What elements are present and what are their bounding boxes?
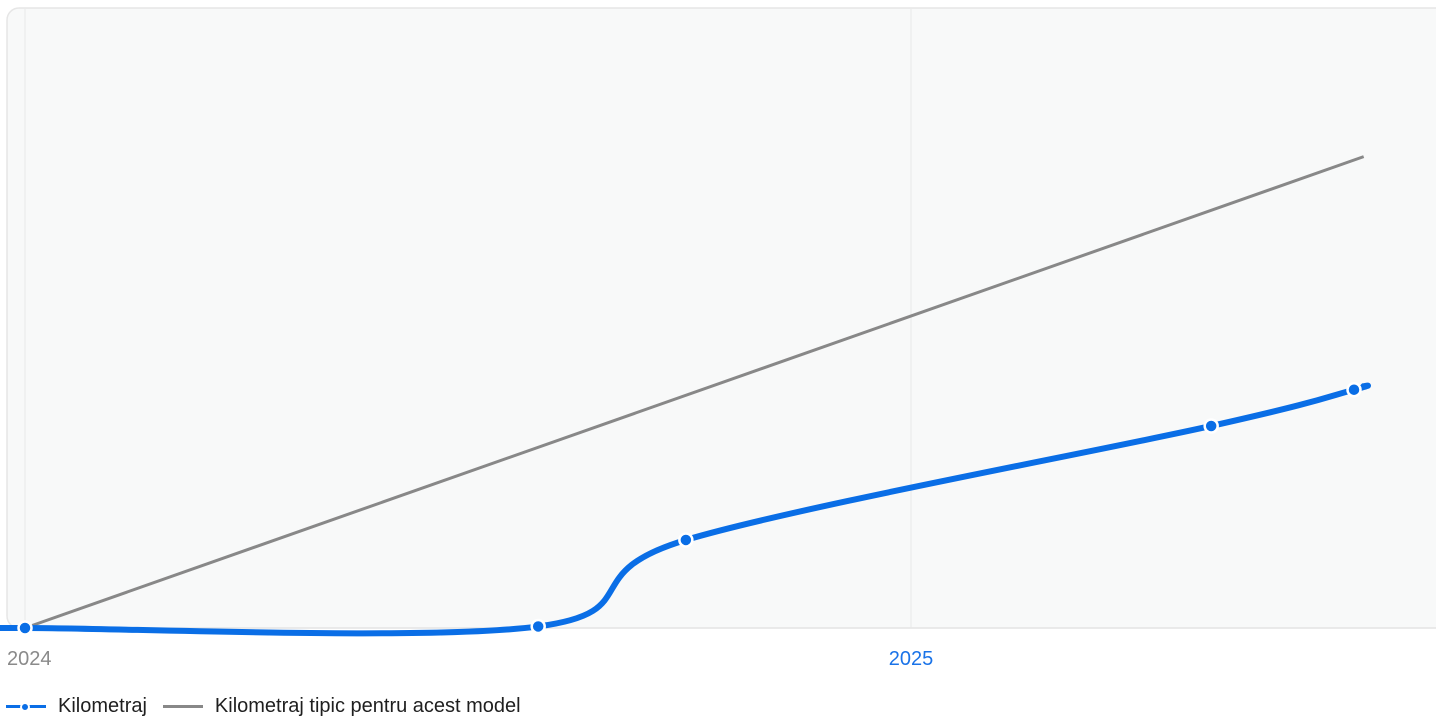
legend-item-kilometraj[interactable]: Kilometraj — [6, 695, 147, 718]
plot-area — [6, 7, 1436, 629]
series-layer — [0, 155, 1371, 637]
gridlines — [24, 9, 912, 628]
legend-swatch-typical — [162, 702, 203, 710]
x-tick-label-2025: 2025 — [889, 648, 934, 670]
x-tick-label-2024: 2024 — [7, 648, 52, 670]
data-point-kilometraj-3 — [678, 532, 694, 548]
legend-label-typical: Kilometraj tipic pentru acest model — [214, 694, 521, 717]
data-point-kilometraj-2 — [530, 618, 546, 635]
data-point-kilometraj-1 — [17, 620, 33, 636]
series-line-typical — [24, 155, 1365, 630]
legend-label-kilometraj: Kilometraj — [58, 694, 147, 717]
legend: Kilometraj Kilometraj tipic pentru acest… — [6, 694, 521, 718]
chart-svg: 2024 2025 — [0, 7, 1436, 670]
data-point-kilometraj-4 — [1203, 418, 1219, 434]
x-axis-ticks: 2024 2025 — [7, 648, 933, 670]
legend-item-typical[interactable]: Kilometraj tipic pentru acest model — [162, 694, 521, 718]
series-line-kilometraj — [0, 382, 1371, 637]
legend-swatch-kilometraj — [6, 702, 46, 712]
data-point-kilometraj-5 — [1346, 381, 1362, 398]
